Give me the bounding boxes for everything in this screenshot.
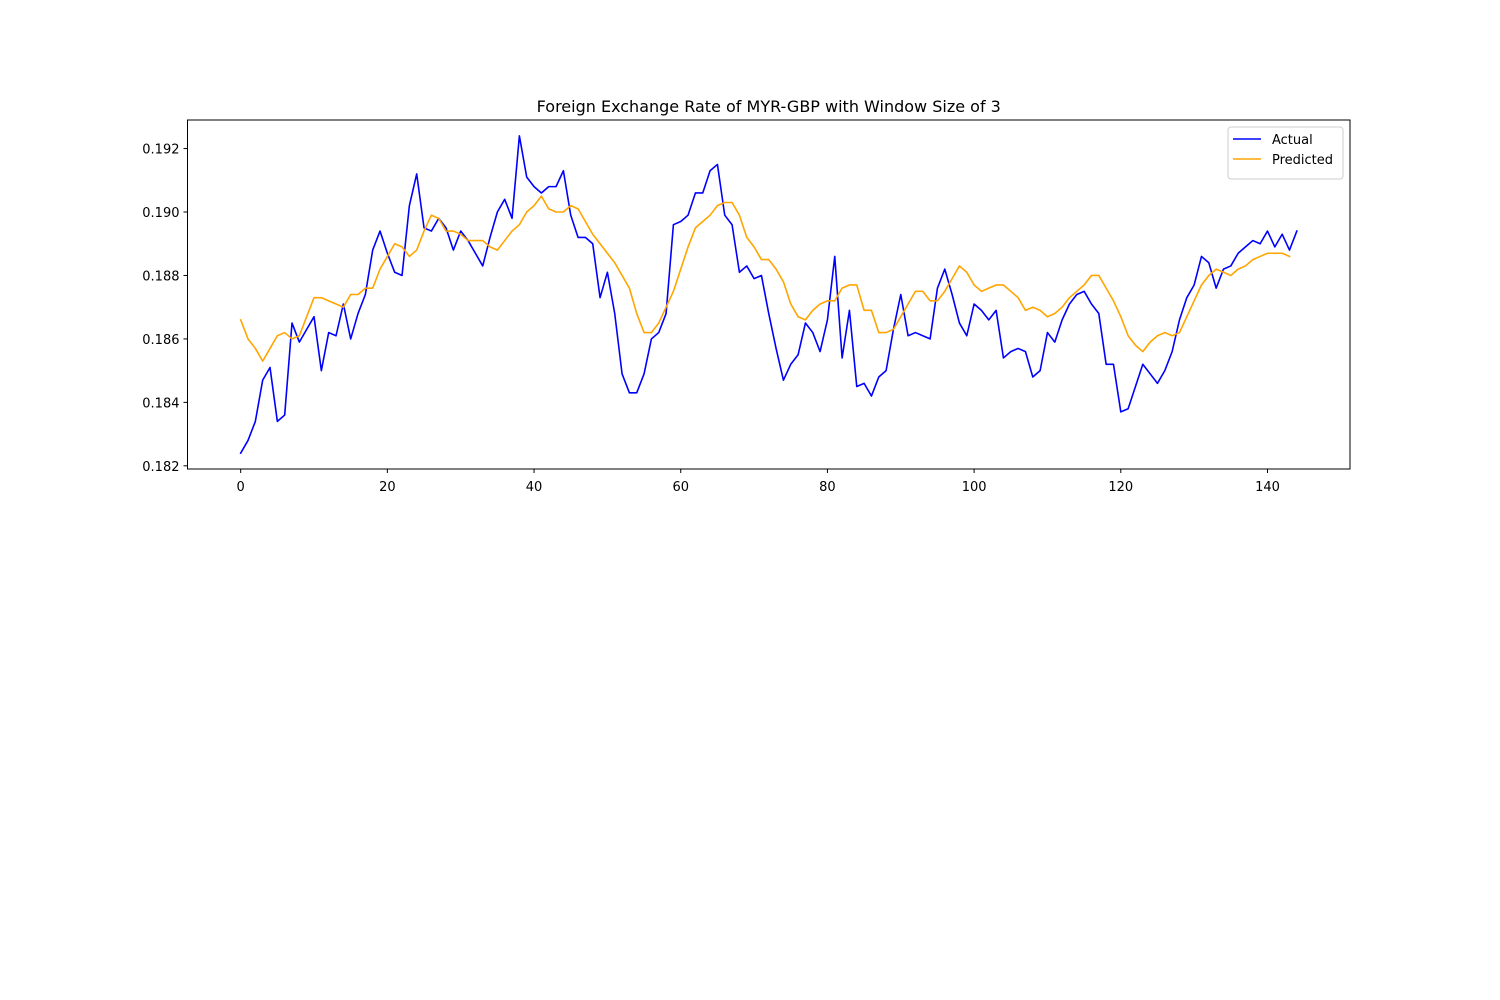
legend-label-predicted: Predicted — [1272, 153, 1333, 168]
legend: Actual Predicted — [1227, 126, 1344, 180]
plot-area-frame — [187, 119, 1351, 470]
x-tick-label: 60 — [672, 480, 689, 495]
y-tick-label: 0.188 — [142, 269, 179, 284]
series-layer — [239, 135, 1298, 455]
x-tick-label: 0 — [237, 480, 245, 495]
x-tick-label: 140 — [1255, 480, 1280, 495]
x-tick-label: 120 — [1108, 480, 1133, 495]
y-axis: 0.182 0.184 0.186 0.188 0.190 0.192 — [142, 143, 188, 475]
y-tick-label: 0.184 — [142, 396, 179, 411]
x-axis: 0 20 40 60 80 100 120 140 — [237, 469, 1280, 495]
legend-box — [1227, 126, 1344, 180]
x-tick-label: 100 — [962, 480, 987, 495]
x-tick-label: 80 — [819, 480, 836, 495]
y-tick-label: 0.190 — [142, 206, 179, 221]
y-tick-label: 0.192 — [142, 143, 179, 158]
series-line-actual — [239, 135, 1298, 455]
legend-label-actual: Actual — [1272, 133, 1313, 148]
x-tick-label: 40 — [526, 480, 543, 495]
series-line-predicted — [239, 195, 1291, 362]
y-tick-label: 0.182 — [142, 460, 179, 475]
x-tick-label: 20 — [379, 480, 396, 495]
y-tick-label: 0.186 — [142, 333, 179, 348]
chart-title: Foreign Exchange Rate of MYR-GBP with Wi… — [537, 97, 1001, 116]
